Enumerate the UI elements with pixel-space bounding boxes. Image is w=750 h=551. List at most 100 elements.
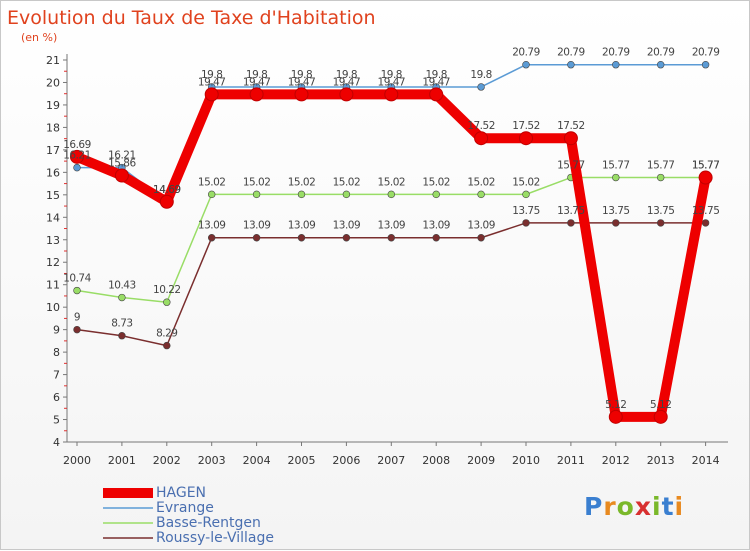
- y-tick-label: 17: [46, 144, 60, 157]
- data-point-roussy-le-village: [118, 332, 126, 340]
- x-tick-label: 2007: [377, 454, 405, 467]
- y-tick-label: 5: [53, 414, 60, 427]
- y-tick-label: 14: [46, 211, 60, 224]
- data-label-roussy-le-village: 13.09: [333, 220, 361, 232]
- y-tick-label: 11: [46, 279, 60, 292]
- data-label-evrange: 20.79: [602, 47, 630, 59]
- data-point-basse-rentgen: [208, 190, 216, 199]
- data-label-roussy-le-village: 13.09: [467, 220, 495, 232]
- data-point-basse-rentgen: [522, 190, 530, 199]
- data-point-roussy-le-village: [252, 234, 261, 242]
- legend-swatch-hagen: [103, 488, 153, 498]
- x-tick-label: 2008: [422, 454, 450, 467]
- data-label-hagen: 17.52: [467, 120, 495, 132]
- data-point-roussy-le-village: [477, 234, 485, 242]
- data-label-basse-rentgen: 10.74: [63, 273, 91, 285]
- data-label-roussy-le-village: 13.09: [288, 220, 316, 232]
- data-point-roussy-le-village: [73, 325, 81, 334]
- legend-label-basse-rentgen: Basse-Rentgen: [156, 515, 261, 531]
- legend-swatch-evrange: [103, 507, 153, 509]
- data-label-roussy-le-village: 13.09: [198, 220, 226, 232]
- data-label-evrange: 20.79: [557, 47, 585, 59]
- data-point-hagen: [653, 409, 668, 424]
- y-tick-label: 7: [53, 369, 60, 382]
- y-tick-label: 13: [46, 234, 60, 247]
- data-label-roussy-le-village: 13.75: [602, 205, 630, 217]
- data-label-evrange: 19.8: [291, 69, 312, 81]
- data-point-hagen: [474, 131, 489, 146]
- data-label-roussy-le-village: 9: [74, 312, 80, 324]
- data-label-evrange: 19.8: [336, 69, 357, 81]
- data-label-evrange: 16.21: [63, 150, 91, 162]
- data-label-basse-rentgen: 10.22: [153, 284, 181, 296]
- data-label-evrange: 19.8: [381, 69, 402, 81]
- data-label-hagen: 17.52: [557, 120, 585, 132]
- data-label-hagen: 19.47: [198, 76, 226, 88]
- data-label-hagen: 19.47: [243, 76, 271, 88]
- data-point-roussy-le-village: [342, 234, 351, 242]
- data-label-basse-rentgen: 15.77: [602, 160, 630, 172]
- data-label-roussy-le-village: 13.75: [557, 205, 585, 217]
- x-tick-label: 2001: [108, 454, 136, 467]
- data-point-basse-rentgen: [118, 293, 126, 302]
- data-label-basse-rentgen: 15.02: [198, 176, 226, 188]
- data-point-hagen: [159, 194, 174, 209]
- x-tick-label: 2010: [512, 454, 540, 467]
- data-label-evrange: 19.8: [246, 69, 267, 81]
- data-point-basse-rentgen: [297, 190, 306, 199]
- data-label-basse-rentgen: 15.77: [557, 160, 585, 172]
- legend-label-hagen: HAGEN: [156, 485, 207, 501]
- x-tick-label: 2013: [647, 454, 675, 467]
- data-point-hagen: [204, 87, 219, 102]
- data-label-evrange: 20.79: [647, 47, 675, 59]
- data-point-evrange: [701, 61, 710, 69]
- data-point-roussy-le-village: [208, 234, 216, 242]
- data-point-roussy-le-village: [567, 219, 575, 227]
- x-tick-label: 2002: [153, 454, 181, 467]
- data-point-hagen: [429, 87, 444, 102]
- x-tick-label: 2003: [198, 454, 226, 467]
- legend-label-roussy-le-village: Roussy-le-Village: [156, 530, 274, 546]
- proxiti-logo: Proxiti: [584, 492, 684, 521]
- data-point-evrange: [612, 61, 620, 69]
- chart-title: Evolution du Taux de Taxe d'Habitation: [7, 7, 376, 29]
- x-tick-label: 2012: [602, 454, 630, 467]
- legend-swatch-basse-rentgen: [103, 522, 153, 524]
- logo-letter: r: [603, 492, 617, 521]
- data-point-roussy-le-village: [701, 219, 710, 227]
- data-label-hagen: 15.86: [108, 157, 136, 169]
- data-point-hagen: [114, 168, 129, 183]
- data-point-evrange: [73, 163, 81, 172]
- y-tick-label: 19: [46, 99, 60, 112]
- data-label-hagen: 19.47: [378, 76, 406, 88]
- data-point-evrange: [477, 83, 485, 91]
- y-tick-label: 18: [46, 121, 60, 134]
- y-tick-label: 21: [46, 54, 60, 67]
- data-label-basse-rentgen: 15.02: [512, 176, 540, 188]
- y-tick-label: 15: [46, 189, 60, 202]
- legend-swatch-roussy-le-village: [103, 537, 153, 539]
- data-label-roussy-le-village: 13.09: [378, 220, 406, 232]
- logo-letter: o: [616, 492, 635, 521]
- data-point-roussy-le-village: [656, 219, 665, 227]
- data-label-evrange: 20.79: [512, 47, 540, 59]
- data-point-basse-rentgen: [432, 190, 440, 199]
- data-point-hagen: [608, 409, 623, 424]
- data-label-evrange: 19.8: [201, 69, 222, 81]
- y-tick-label: 10: [46, 301, 60, 314]
- data-point-hagen: [563, 131, 578, 146]
- data-point-roussy-le-village: [612, 219, 620, 227]
- series-line-hagen: [75, 89, 711, 422]
- data-point-basse-rentgen: [73, 286, 81, 295]
- x-tick-label: 2009: [467, 454, 495, 467]
- data-label-hagen: 14.69: [153, 184, 181, 196]
- x-tick-label: 2011: [557, 454, 585, 467]
- data-label-roussy-le-village: 13.75: [692, 205, 720, 217]
- y-tick-label: 16: [46, 166, 60, 179]
- data-label-hagen: 19.47: [422, 76, 450, 88]
- logo-letter: i: [652, 492, 662, 521]
- data-point-hagen: [384, 87, 399, 102]
- data-label-evrange: 19.8: [426, 69, 447, 81]
